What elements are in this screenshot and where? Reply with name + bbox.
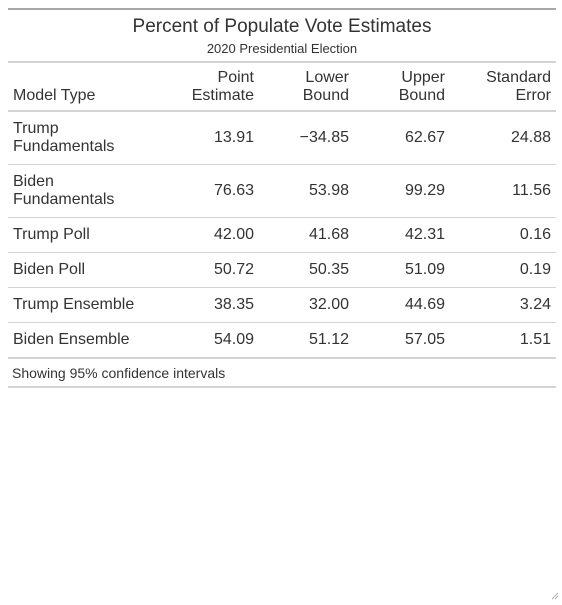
- column-header-point-estimate: Point Estimate: [158, 61, 259, 112]
- cell-model-type: Biden Poll: [8, 252, 158, 288]
- cell-standard-error: 3.24: [450, 287, 556, 323]
- cell-point-estimate: 38.35: [158, 287, 259, 323]
- column-header-line1: Upper: [401, 69, 445, 86]
- column-header-model-type: Model Type: [8, 61, 158, 112]
- cell-upper-bound: 44.69: [354, 287, 450, 323]
- cell-point-estimate: 50.72: [158, 252, 259, 288]
- cell-model-type: Biden Fundamentals: [8, 164, 158, 218]
- cell-standard-error: 1.51: [450, 322, 556, 359]
- cell-lower-bound: 32.00: [259, 287, 354, 323]
- column-header-line1: Standard: [486, 69, 551, 86]
- cell-lower-bound: 51.12: [259, 322, 354, 359]
- table-row: Trump Fundamentals 13.91 −34.85 62.67 24…: [8, 111, 556, 165]
- cell-lower-bound: 53.98: [259, 164, 354, 218]
- table-footnote: Showing 95% confidence intervals: [8, 358, 556, 388]
- resize-grip-icon[interactable]: [551, 587, 559, 600]
- cell-model-type: Trump Fundamentals: [8, 111, 158, 165]
- column-header-row: Model Type Point Estimate Lower Bound Up…: [8, 61, 556, 112]
- cell-standard-error: 0.16: [450, 217, 556, 253]
- cell-upper-bound: 99.29: [354, 164, 450, 218]
- column-header-standard-error: Standard Error: [450, 61, 556, 112]
- cell-model-type: Trump Ensemble: [8, 287, 158, 323]
- resize-grip-graphic: [551, 592, 559, 600]
- column-header-line2: Model Type: [13, 87, 96, 104]
- column-header-lower-bound: Lower Bound: [259, 61, 354, 112]
- table-subtitle: 2020 Presidential Election: [206, 41, 358, 56]
- cell-standard-error: 0.19: [450, 252, 556, 288]
- estimates-table-container: Percent of Populate Vote Estimates 2020 …: [8, 8, 556, 388]
- table-row: Trump Ensemble 38.35 32.00 44.69 3.24: [8, 287, 556, 323]
- cell-point-estimate: 42.00: [158, 217, 259, 253]
- cell-upper-bound: 57.05: [354, 322, 450, 359]
- cell-lower-bound: 41.68: [259, 217, 354, 253]
- estimates-table: Percent of Populate Vote Estimates 2020 …: [8, 8, 556, 388]
- column-header-line2: Bound: [398, 87, 445, 104]
- cell-lower-bound: 50.35: [259, 252, 354, 288]
- table-title-row: Percent of Populate Vote Estimates 2020 …: [8, 8, 556, 62]
- footnote-row: Showing 95% confidence intervals: [8, 358, 556, 388]
- cell-upper-bound: 62.67: [354, 111, 450, 165]
- column-header-line1: Lower: [305, 69, 349, 86]
- table-row: Biden Ensemble 54.09 51.12 57.05 1.51: [8, 322, 556, 359]
- cell-point-estimate: 13.91: [158, 111, 259, 165]
- table-row: Trump Poll 42.00 41.68 42.31 0.16: [8, 217, 556, 253]
- column-header-line2: Error: [515, 87, 551, 104]
- column-header-line2: Bound: [302, 87, 349, 104]
- table-row: Biden Fundamentals 76.63 53.98 99.29 11.…: [8, 164, 556, 218]
- table-title: Percent of Populate Vote Estimates: [132, 16, 432, 37]
- cell-point-estimate: 54.09: [158, 322, 259, 359]
- column-header-upper-bound: Upper Bound: [354, 61, 450, 112]
- column-header-line2: Estimate: [191, 87, 254, 104]
- cell-model-type: Biden Ensemble: [8, 322, 158, 359]
- table-heading: Percent of Populate Vote Estimates 2020 …: [8, 8, 556, 62]
- cell-lower-bound: −34.85: [259, 111, 354, 165]
- column-header-line1: Point: [217, 69, 254, 86]
- cell-model-type: Trump Poll: [8, 217, 158, 253]
- cell-point-estimate: 76.63: [158, 164, 259, 218]
- cell-standard-error: 11.56: [450, 164, 556, 218]
- cell-standard-error: 24.88: [450, 111, 556, 165]
- cell-upper-bound: 42.31: [354, 217, 450, 253]
- table-row: Biden Poll 50.72 50.35 51.09 0.19: [8, 252, 556, 288]
- cell-upper-bound: 51.09: [354, 252, 450, 288]
